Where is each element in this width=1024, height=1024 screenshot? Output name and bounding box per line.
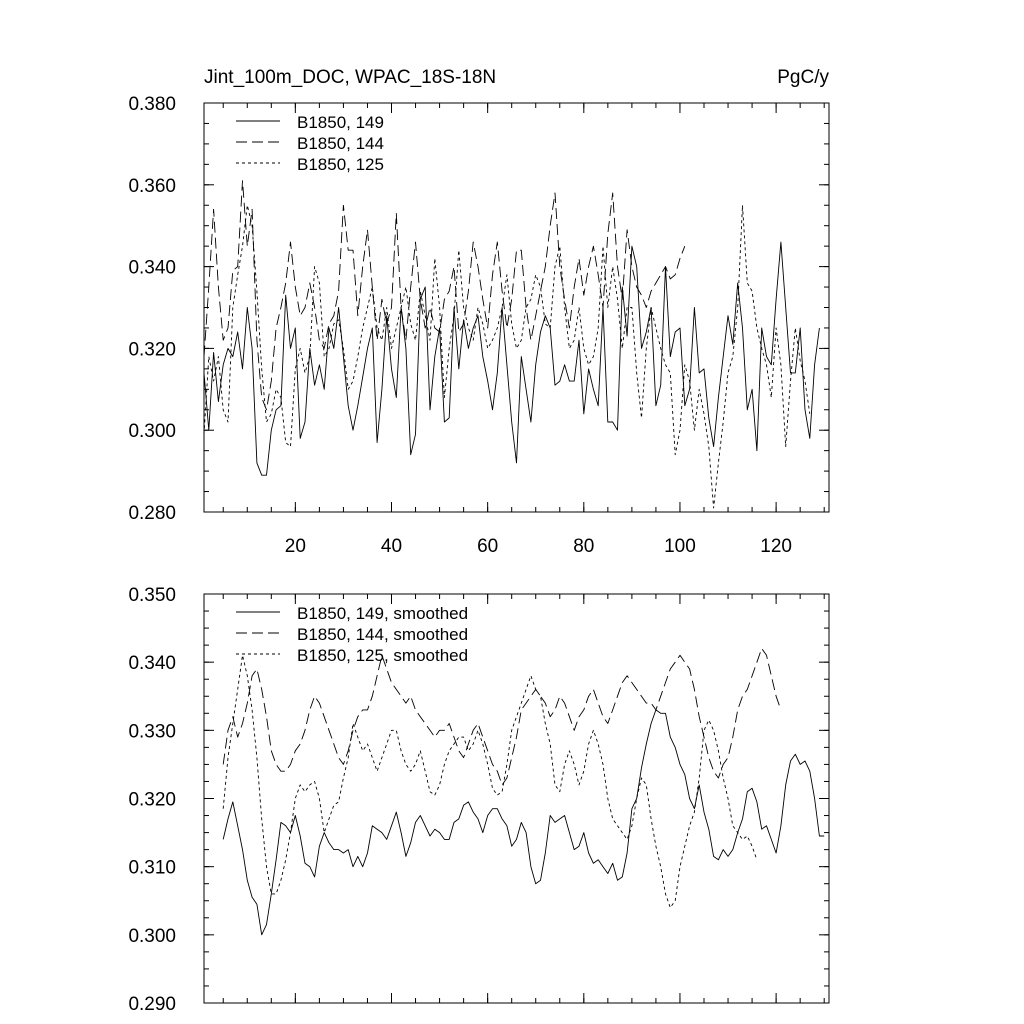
x-tick-label: 100 (664, 536, 696, 557)
series-line-short-dash (204, 205, 810, 508)
legend-entry: B1850, 144 (297, 134, 384, 153)
y-tick-label: 0.350 (128, 585, 176, 606)
y-tick-label: 0.380 (128, 94, 176, 115)
legend-entry: B1850, 144, smoothed (297, 625, 468, 644)
top-panel: 0.280 0.300 0.320 0.340 0.360 0.380 20 40 60 80 10… (128, 94, 829, 557)
y-tick-label: 0.300 (128, 421, 176, 442)
legend-entry: B1850, 125 (297, 155, 384, 174)
series-line-solid (204, 242, 819, 475)
legend-entry: B1850, 149, smoothed (297, 604, 468, 623)
chart-title-left: Jint_100m_DOC, WPAC_18S-18N (204, 67, 496, 88)
y-tick-label: 0.330 (128, 721, 176, 742)
legend-entry: B1850, 149 (297, 113, 384, 132)
series-line-long-dash (204, 181, 685, 410)
y-tick-label: 0.300 (128, 926, 176, 947)
chart-title-right: PgC/y (777, 67, 829, 88)
x-tick-label: 80 (573, 536, 594, 557)
x-tick-label: 20 (285, 536, 306, 557)
y-tick-label: 0.310 (128, 858, 176, 879)
y-tick-label: 0.360 (128, 176, 176, 197)
series-line-solid (223, 710, 824, 935)
series-line-short-dash (223, 655, 757, 907)
legend-entry: B1850, 125, smoothed (297, 646, 468, 665)
y-tick-label: 0.320 (128, 790, 176, 811)
y-tick-label: 0.320 (128, 339, 176, 360)
bottom-panel: 0.290 0.300 0.310 0.320 0.330 0.340 0.350 B1850… (128, 585, 829, 1015)
series-line-long-dash (223, 649, 781, 785)
y-tick-label: 0.340 (128, 258, 176, 279)
y-tick-label: 0.290 (128, 994, 176, 1015)
x-tick-label: 60 (477, 536, 498, 557)
y-tick-label: 0.340 (128, 653, 176, 674)
y-tick-label: 0.280 (128, 503, 176, 524)
x-tick-label: 40 (381, 536, 402, 557)
x-tick-label: 120 (760, 536, 792, 557)
